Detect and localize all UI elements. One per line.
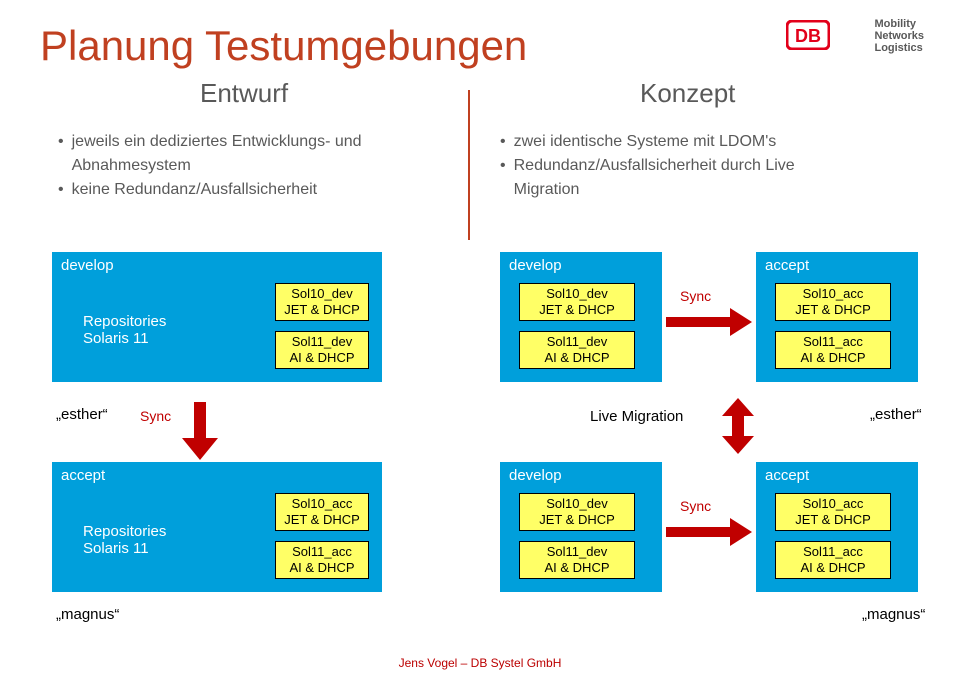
bullet-item: •Redundanz/Ausfallsicherheit durch Live … xyxy=(500,154,900,202)
yellow-box: Sol10_acc JET & DHCP xyxy=(275,493,369,531)
footer-text: Jens Vogel – DB Systel GmbH xyxy=(0,656,960,670)
box-header: accept xyxy=(757,463,917,490)
box-header: accept xyxy=(757,253,917,280)
bullet-text: keine Redundanz/Ausfallsicherheit xyxy=(72,178,317,202)
box-left-accept: accept Repositories Solaris 11 Sol10_acc… xyxy=(52,462,382,592)
yellow-box: Sol10_acc JET & DHCP xyxy=(775,283,891,321)
arrow-up-down-icon xyxy=(720,398,756,459)
yellow-box: Sol11_acc AI & DHCP xyxy=(775,331,891,369)
box-right-accept-2: accept Sol10_acc JET & DHCP Sol11_acc AI… xyxy=(756,462,918,592)
box-header: develop xyxy=(53,253,381,280)
bullet-text: jeweils ein dediziertes Entwicklungs- un… xyxy=(72,130,362,178)
yellow-box: Sol10_dev JET & DHCP xyxy=(519,283,635,321)
bullet-dot-icon: • xyxy=(500,130,506,154)
mnl-logo: Mobility Networks Logistics xyxy=(874,18,924,54)
arrow-down-icon xyxy=(180,402,220,467)
arrow-right-icon xyxy=(666,308,754,341)
bullet-dot-icon: • xyxy=(58,130,64,178)
box-right-accept-1: accept Sol10_acc JET & DHCP Sol11_acc AI… xyxy=(756,252,918,382)
bullet-text: Redundanz/Ausfallsicherheit durch Live M… xyxy=(514,154,795,202)
sync-label-right-2: Sync xyxy=(680,498,711,514)
host-label-magnus-right: „magnus“ xyxy=(862,606,925,623)
yellow-box: Sol10_acc JET & DHCP xyxy=(775,493,891,531)
yellow-box: Sol10_dev JET & DHCP xyxy=(275,283,369,321)
bullet-dot-icon: • xyxy=(500,154,506,202)
host-label-esther-left: „esther“ xyxy=(56,406,108,423)
box-left-develop: develop Repositories Solaris 11 Sol10_de… xyxy=(52,252,382,382)
box-header: develop xyxy=(501,463,661,490)
box-header: accept xyxy=(53,463,381,490)
box-header: develop xyxy=(501,253,661,280)
yellow-box: Sol11_dev AI & DHCP xyxy=(275,331,369,369)
slide-root: DB Mobility Networks Logistics Planung T… xyxy=(0,0,960,676)
repo-label: Repositories Solaris 11 xyxy=(83,523,166,557)
yellow-box: Sol11_dev AI & DHCP xyxy=(519,541,635,579)
subtitle-right: Konzept xyxy=(640,78,735,109)
bullet-item: • keine Redundanz/Ausfallsicherheit xyxy=(58,178,438,202)
sync-label-right-1: Sync xyxy=(680,288,711,304)
yellow-box: Sol10_dev JET & DHCP xyxy=(519,493,635,531)
arrow-right-icon xyxy=(666,518,754,551)
subtitle-left: Entwurf xyxy=(200,78,288,109)
repo-label: Repositories Solaris 11 xyxy=(83,313,166,347)
host-label-esther-right: „esther“ xyxy=(870,406,922,423)
vertical-divider xyxy=(468,90,470,240)
bullet-dot-icon: • xyxy=(58,178,64,202)
yellow-box: Sol11_dev AI & DHCP xyxy=(519,331,635,369)
host-label-magnus-left: „magnus“ xyxy=(56,606,119,623)
live-migration-label: Live Migration xyxy=(590,408,683,425)
bullet-item: • zwei identische Systeme mit LDOM's xyxy=(500,130,900,154)
svg-text:DB: DB xyxy=(795,26,821,46)
bullet-text: zwei identische Systeme mit LDOM's xyxy=(514,130,777,154)
box-right-develop-2: develop Sol10_dev JET & DHCP Sol11_dev A… xyxy=(500,462,662,592)
bullets-left: •jeweils ein dediziertes Entwicklungs- u… xyxy=(58,130,438,202)
sync-label-left: Sync xyxy=(140,408,171,424)
db-logo: DB xyxy=(786,20,830,55)
diagram-area: develop Repositories Solaris 11 Sol10_de… xyxy=(0,252,960,652)
bullet-item: •jeweils ein dediziertes Entwicklungs- u… xyxy=(58,130,438,178)
box-right-develop-1: develop Sol10_dev JET & DHCP Sol11_dev A… xyxy=(500,252,662,382)
yellow-box: Sol11_acc AI & DHCP xyxy=(775,541,891,579)
yellow-box: Sol11_acc AI & DHCP xyxy=(275,541,369,579)
bullets-right: •zwei identische Systeme mit LDOM's•Redu… xyxy=(500,130,900,202)
